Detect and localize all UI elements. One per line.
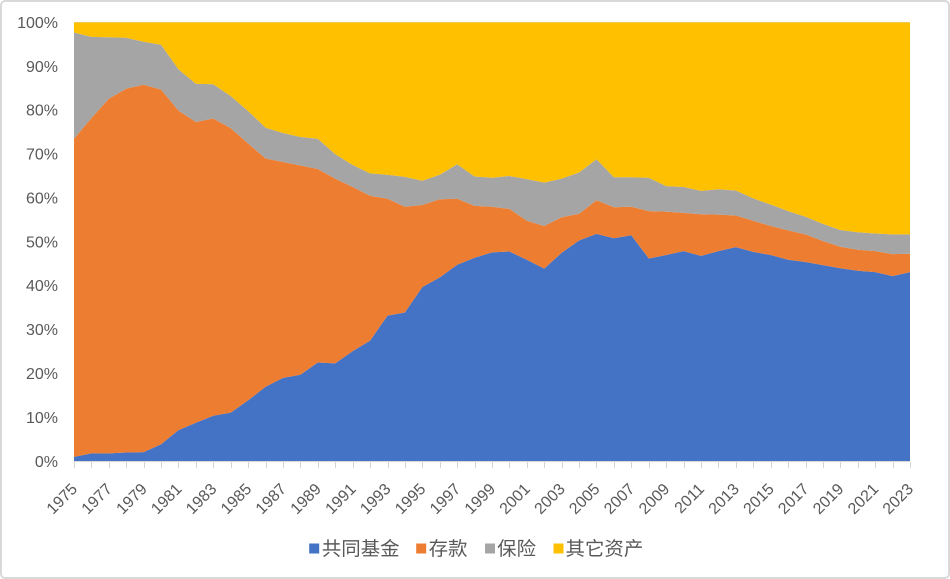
svg-text:100%: 100%	[17, 15, 58, 32]
svg-text:10%: 10%	[26, 410, 58, 427]
svg-text:20%: 20%	[26, 366, 58, 383]
svg-text:50%: 50%	[26, 234, 58, 251]
svg-text:0%: 0%	[35, 454, 58, 471]
svg-text:80%: 80%	[26, 103, 58, 120]
svg-text:70%: 70%	[26, 147, 58, 164]
svg-text:60%: 60%	[26, 191, 58, 208]
svg-text:40%: 40%	[26, 278, 58, 295]
svg-text:90%: 90%	[26, 59, 58, 76]
svg-text:30%: 30%	[26, 322, 58, 339]
